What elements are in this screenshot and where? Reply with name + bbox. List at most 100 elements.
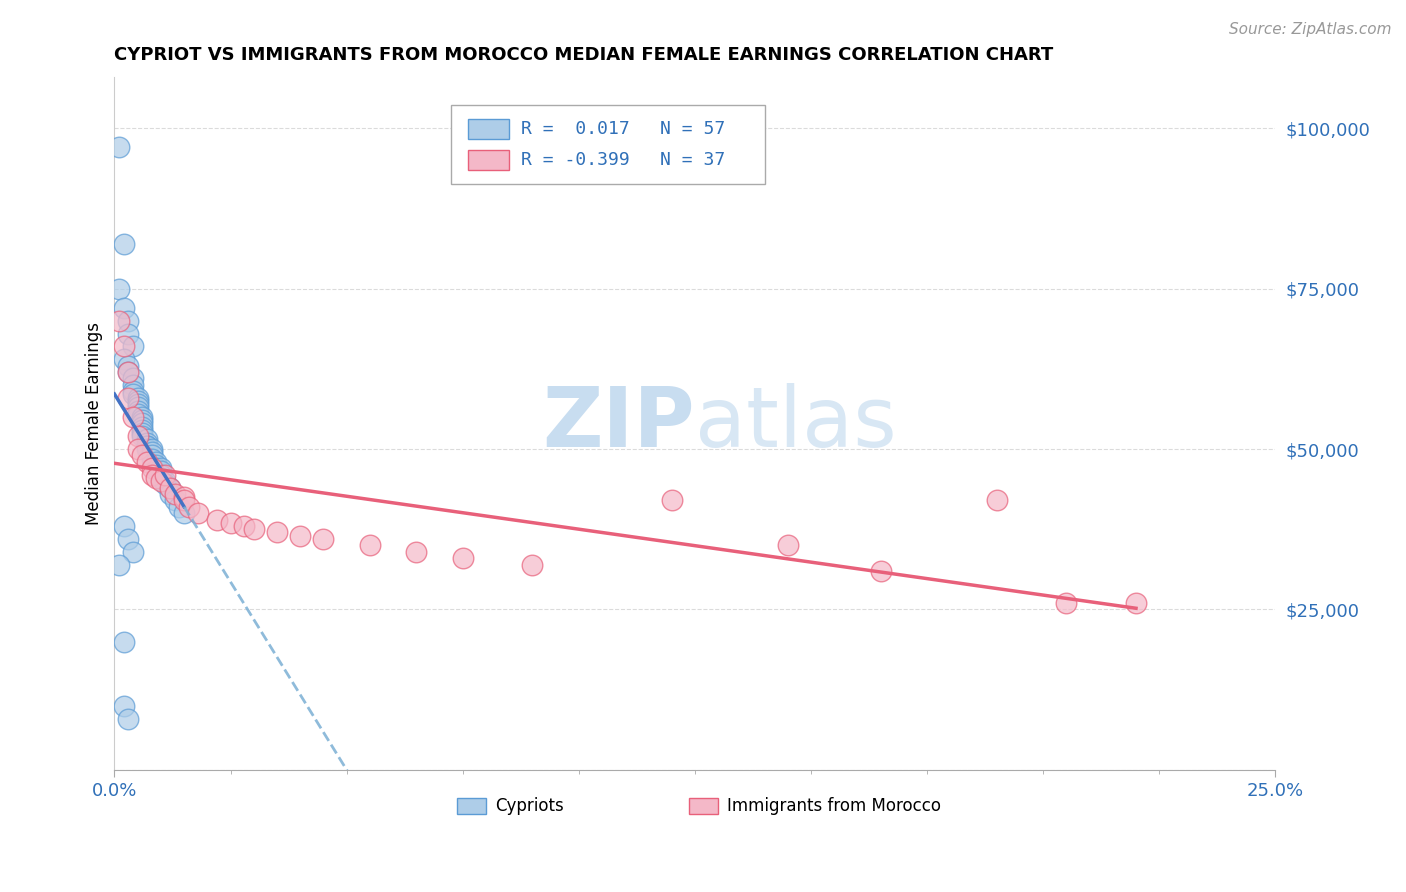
Text: N = 37: N = 37	[659, 151, 725, 169]
Point	[187, 506, 209, 520]
Point	[122, 409, 145, 424]
Point	[135, 442, 157, 456]
Point	[122, 377, 145, 392]
Point	[205, 513, 228, 527]
Point	[135, 433, 157, 447]
Point	[127, 401, 149, 415]
Point	[149, 471, 172, 485]
FancyBboxPatch shape	[468, 151, 509, 169]
Point	[131, 425, 153, 440]
Point	[242, 522, 264, 536]
Point	[177, 500, 200, 514]
Point	[1125, 596, 1147, 610]
Point	[135, 439, 157, 453]
Text: Cypriots: Cypriots	[495, 797, 564, 815]
Point	[122, 544, 145, 558]
Point	[108, 140, 131, 154]
Point	[159, 487, 181, 501]
Point	[173, 490, 195, 504]
FancyBboxPatch shape	[689, 798, 718, 814]
Point	[127, 442, 149, 456]
Point	[169, 500, 191, 514]
Point	[159, 481, 181, 495]
Point	[149, 474, 172, 488]
Point	[131, 429, 153, 443]
Point	[359, 538, 381, 552]
Point	[117, 391, 139, 405]
Point	[131, 413, 153, 427]
Point	[122, 339, 145, 353]
Point	[112, 236, 135, 251]
Point	[986, 493, 1008, 508]
Point	[312, 532, 335, 546]
Point	[117, 365, 139, 379]
Point	[112, 634, 135, 648]
Point	[127, 393, 149, 408]
Point	[131, 419, 153, 434]
Point	[131, 417, 153, 431]
Point	[141, 451, 163, 466]
Point	[127, 391, 149, 405]
Point	[145, 458, 167, 472]
Point	[108, 282, 131, 296]
Point	[163, 493, 186, 508]
Text: R = -0.399: R = -0.399	[520, 151, 630, 169]
Point	[135, 435, 157, 450]
Text: atlas: atlas	[695, 383, 897, 464]
FancyBboxPatch shape	[451, 104, 765, 185]
Point	[127, 403, 149, 417]
Point	[145, 461, 167, 475]
Point	[112, 698, 135, 713]
Point	[117, 314, 139, 328]
Point	[131, 409, 153, 424]
Text: Immigrants from Morocco: Immigrants from Morocco	[727, 797, 942, 815]
FancyBboxPatch shape	[457, 798, 486, 814]
Text: Source: ZipAtlas.com: Source: ZipAtlas.com	[1229, 22, 1392, 37]
Point	[266, 525, 288, 540]
Point	[141, 449, 163, 463]
Y-axis label: Median Female Earnings: Median Female Earnings	[86, 322, 103, 524]
Point	[159, 481, 181, 495]
Point	[117, 712, 139, 726]
Point	[869, 564, 891, 578]
Point	[112, 339, 135, 353]
Point	[145, 471, 167, 485]
Point	[405, 544, 427, 558]
Point	[117, 532, 139, 546]
Point	[122, 371, 145, 385]
Point	[163, 487, 186, 501]
Point	[141, 461, 163, 475]
Point	[117, 365, 139, 379]
Point	[288, 529, 311, 543]
Point	[112, 301, 135, 315]
Point	[135, 455, 157, 469]
Point	[135, 439, 157, 453]
Point	[173, 506, 195, 520]
Point	[127, 429, 149, 443]
Point	[141, 467, 163, 482]
Point	[173, 493, 195, 508]
Point	[145, 455, 167, 469]
Point	[127, 397, 149, 411]
Text: R =  0.017: R = 0.017	[520, 120, 630, 138]
Point	[122, 387, 145, 401]
Point	[233, 519, 256, 533]
Text: CYPRIOT VS IMMIGRANTS FROM MOROCCO MEDIAN FEMALE EARNINGS CORRELATION CHART: CYPRIOT VS IMMIGRANTS FROM MOROCCO MEDIA…	[114, 46, 1053, 64]
Point	[149, 465, 172, 479]
Point	[155, 474, 177, 488]
Point	[112, 352, 135, 367]
Point	[776, 538, 799, 552]
Point	[155, 467, 177, 482]
Text: N = 57: N = 57	[659, 120, 725, 138]
Point	[131, 423, 153, 437]
Point	[131, 449, 153, 463]
Point	[155, 477, 177, 491]
Point	[522, 558, 544, 572]
Point	[141, 445, 163, 459]
Point	[451, 551, 474, 566]
Point	[117, 359, 139, 373]
Point	[1054, 596, 1077, 610]
Point	[661, 493, 683, 508]
Point	[108, 314, 131, 328]
Point	[149, 461, 172, 475]
